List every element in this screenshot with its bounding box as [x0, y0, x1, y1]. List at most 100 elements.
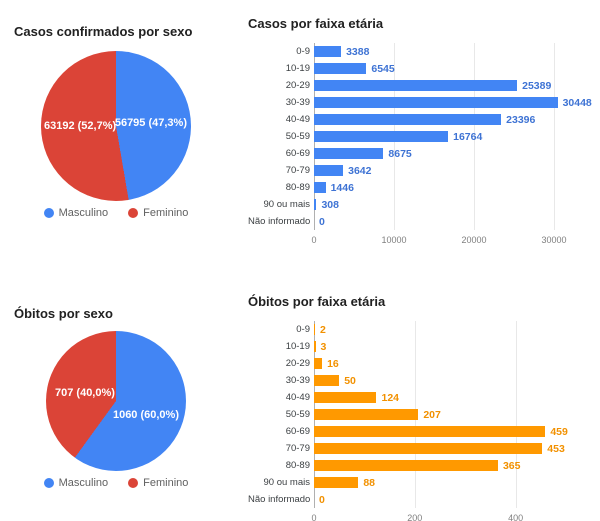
- bar-rows: 0-9 2 10-19 3 20-29 16 30-39 50 40-49 124 50-59 207…: [248, 321, 568, 508]
- bar: [314, 182, 326, 193]
- category-label: 0-9: [296, 46, 310, 57]
- bar-row: 20-29 16: [286, 355, 566, 372]
- category-label: 40-49: [285, 392, 310, 403]
- bar: [314, 358, 323, 369]
- category-label: 70-79: [285, 165, 310, 176]
- legend-cases-by-sex: Masculino Feminino: [0, 207, 232, 219]
- legend-dot-masculino: [43, 208, 54, 218]
- bar-row: 90 ou mais 88: [264, 474, 566, 491]
- bar-row: 30-39 50: [286, 372, 566, 389]
- pie-slice-label-masculino: 1060 (60,0%): [112, 409, 179, 422]
- x-axis: 0 200 400: [311, 511, 566, 521]
- bar: [314, 477, 359, 488]
- gridline: [554, 43, 555, 230]
- bar-row: 80-89 1446: [286, 179, 566, 196]
- value-label: 16: [327, 357, 339, 370]
- bar: [314, 392, 377, 403]
- value-label: 453: [547, 442, 565, 455]
- category-label: 30-39: [285, 375, 310, 386]
- chart-title-deaths-by-age: Óbitos por faixa etária: [248, 294, 386, 309]
- bar: [314, 324, 315, 335]
- category-label: 30-39: [285, 97, 310, 108]
- panel-deaths-by-age: Óbitos por faixa etária 0-9 2 10-19 3 20-29 1…: [232, 270, 600, 521]
- value-label: 308: [321, 198, 339, 211]
- legend-dot-feminino: [128, 478, 139, 488]
- bar-row: 0-9 2: [296, 321, 566, 338]
- bar-row: Não informado 0: [248, 491, 566, 508]
- bar: [314, 97, 558, 108]
- bar-chart-deaths-by-age: 0-9 2 10-19 3 20-29 16 30-39 50 40-49 124 50-59 207…: [248, 321, 600, 521]
- bar-row: 80-89 365: [286, 457, 566, 474]
- plot-area: 0-9 2 10-19 3 20-29 16 30-39 50 40-49 124 50-59 207…: [248, 321, 568, 508]
- value-label: 88: [363, 476, 376, 489]
- category-label: 40-49: [285, 114, 310, 125]
- value-label: 365: [502, 459, 521, 472]
- bar-row: 30-39 30448: [286, 94, 592, 111]
- pie-slice-label-masculino: 56795 (47,3%): [114, 117, 187, 129]
- axis-tick-label: 200: [407, 513, 423, 521]
- bar: [314, 80, 518, 91]
- bar-row: 10-19 6545: [286, 60, 566, 77]
- pie-chart-deaths-by-sex: 707 (40,0%) 1060 (60,0%): [46, 331, 186, 471]
- plot-area: 0-9 3388 10-19 6545 20-29 25389 30-39 30448 40-4…: [248, 43, 592, 230]
- bar-row: 60-69 459: [286, 423, 568, 440]
- chart-title-cases-by-age: Casos por faixa etária: [248, 16, 384, 31]
- value-label: 2: [320, 323, 326, 336]
- value-label: 50: [344, 374, 356, 387]
- axis-tick-label: 20000: [461, 235, 487, 245]
- bar: [314, 460, 498, 471]
- bar-row: 10-19 3: [286, 338, 566, 355]
- axis-tick-label: 400: [508, 513, 524, 521]
- bar-row: Não informado 0: [248, 213, 566, 230]
- value-label: 23396: [506, 113, 536, 126]
- value-label: 0: [319, 215, 325, 228]
- bar-row: 60-69 8675: [286, 145, 566, 162]
- value-label: 0: [319, 493, 325, 506]
- bar-row: 70-79 453: [286, 440, 566, 457]
- pie-slice-label-feminino: 707 (40,0%): [55, 387, 115, 399]
- category-label: 50-59: [285, 131, 310, 142]
- category-label: 0-9: [296, 324, 310, 335]
- category-label: Não informado: [248, 494, 311, 505]
- value-label: 6545: [371, 62, 395, 75]
- bar: [314, 341, 316, 352]
- bar: [314, 375, 340, 386]
- category-label: 60-69: [285, 426, 310, 437]
- value-label: 3642: [348, 164, 372, 177]
- category-label: 60-69: [285, 148, 310, 159]
- bar-row: 40-49 124: [286, 389, 566, 406]
- value-label: 3: [320, 340, 327, 353]
- bar-row: 20-29 25389: [286, 77, 566, 94]
- x-axis: 0 10000 20000 30000: [311, 233, 566, 247]
- bar: [314, 165, 344, 176]
- legend-label-feminino: Feminino: [143, 477, 189, 489]
- category-label: 80-89: [285, 182, 310, 193]
- legend-dot-feminino: [128, 208, 139, 218]
- category-label: 20-29: [285, 80, 310, 91]
- axis-tick-label: 0: [311, 235, 317, 245]
- gridline: [474, 43, 475, 230]
- category-label: 50-59: [285, 409, 310, 420]
- legend-deaths-by-sex: Masculino Feminino: [0, 477, 232, 489]
- pie-slice-label-feminino: 63192 (52,7%): [44, 120, 117, 132]
- bar-row: 50-59 16764: [286, 128, 566, 145]
- legend-label-feminino: Feminino: [143, 207, 189, 219]
- bar: [314, 443, 543, 454]
- axis-tick-label: 10000: [381, 235, 407, 245]
- bar: [314, 426, 546, 437]
- value-label: 207: [423, 408, 441, 421]
- bar-rows: 0-9 3388 10-19 6545 20-29 25389 30-39 30448 40-4…: [248, 43, 592, 230]
- chart-title-deaths-by-sex: Óbitos por sexo: [14, 306, 113, 321]
- category-label: 70-79: [285, 443, 310, 454]
- bar-row: 40-49 23396: [286, 111, 566, 128]
- legend-dot-masculino: [43, 478, 54, 488]
- bar: [314, 199, 317, 210]
- legend-item-masculino: Masculino: [43, 477, 108, 489]
- bar-row: 0-9 3388: [296, 43, 566, 60]
- value-label: 3388: [346, 45, 370, 58]
- legend-item-masculino: Masculino: [43, 207, 108, 219]
- legend-item-feminino: Feminino: [128, 477, 188, 489]
- bar-row: 70-79 3642: [286, 162, 566, 179]
- category-label: 80-89: [285, 460, 310, 471]
